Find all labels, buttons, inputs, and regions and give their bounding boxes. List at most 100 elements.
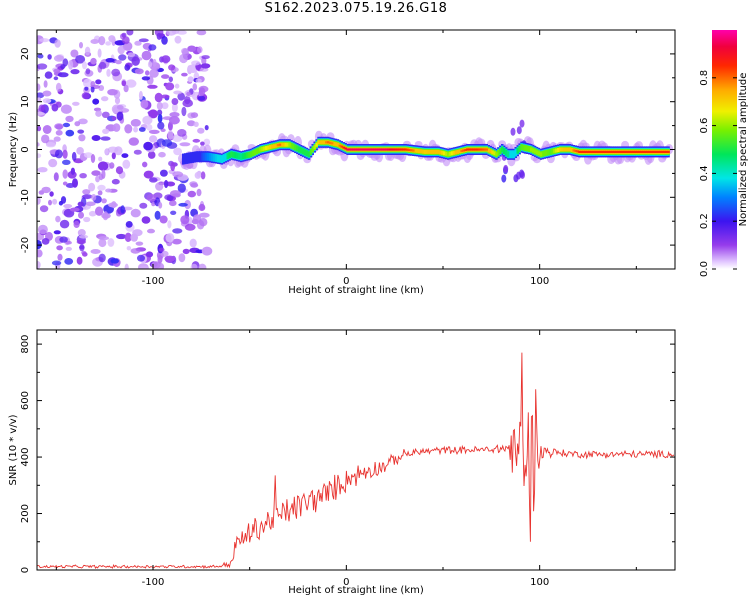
ridge-cell — [197, 151, 200, 163]
noise-blob — [65, 115, 74, 123]
noise-blob — [177, 92, 185, 101]
noise-blob — [138, 38, 149, 43]
noise-blob — [198, 212, 210, 218]
ridge-cell — [201, 152, 204, 161]
heatmap-y-axis-title: Frequency (Hz) — [8, 112, 19, 188]
ridge-cell — [553, 148, 556, 153]
ridge-cell — [530, 147, 533, 152]
noise-blob — [110, 258, 119, 264]
ridge-cell — [464, 148, 467, 152]
ridge-cell — [501, 146, 504, 153]
noise-blob — [55, 215, 61, 223]
noise-blob — [171, 30, 180, 35]
ridge-cell — [601, 150, 604, 153]
noise-blob — [161, 74, 170, 79]
ridge-cell — [282, 142, 285, 147]
noise-blob — [151, 201, 156, 207]
noise-blob — [139, 202, 148, 209]
ridge-cell — [659, 150, 662, 153]
ridge-cell — [340, 145, 343, 148]
ridge-cell — [388, 148, 392, 151]
noise-blob — [37, 63, 48, 70]
noise-blob — [192, 83, 198, 91]
ridge-cell — [263, 146, 266, 151]
ridge-cell — [429, 149, 432, 154]
noise-blob — [59, 219, 70, 229]
ridge-cell — [589, 150, 593, 153]
ridge-cell — [278, 143, 282, 146]
ridge-cell — [620, 150, 624, 153]
noise-blob — [147, 61, 153, 68]
y-tick-label: 20 — [20, 48, 31, 61]
ridge-cell — [234, 152, 237, 159]
noise-blob — [107, 238, 115, 247]
noise-blob — [168, 116, 180, 125]
ridge-cell — [580, 150, 583, 153]
noise-blob — [51, 260, 62, 266]
noise-blob — [121, 80, 127, 87]
ridge-cell — [454, 150, 458, 155]
ridge-cell — [448, 151, 452, 156]
y-tick-label: 600 — [20, 391, 31, 410]
noise-blob — [37, 249, 43, 258]
ridge-cell — [303, 149, 307, 156]
noise-blob — [147, 228, 155, 234]
y-tick-label: 0 — [20, 146, 31, 152]
ridge-cell — [410, 149, 413, 152]
noise-blob — [200, 171, 206, 180]
noise-blob — [112, 123, 121, 132]
ridge-cell — [354, 148, 357, 151]
ridge-cell — [348, 148, 351, 151]
noise-blob — [77, 229, 86, 237]
ridge-cell — [599, 150, 603, 153]
ridge-cell — [272, 144, 276, 149]
noise-blob — [201, 246, 213, 256]
ridge-cell — [294, 144, 297, 151]
ridge-cell — [240, 153, 243, 160]
noise-blob — [81, 92, 90, 100]
noise-blob — [200, 141, 205, 146]
ridge-cell — [398, 148, 401, 151]
noise-blob — [37, 125, 42, 132]
ridge-cell — [357, 148, 361, 151]
noise-blob — [146, 194, 157, 202]
noise-blob — [157, 121, 165, 130]
noise-blob — [124, 232, 132, 242]
ridge-cell — [603, 150, 606, 153]
noise-blob — [158, 202, 163, 209]
ridge-cell — [346, 148, 349, 151]
ridge-cell — [406, 148, 409, 151]
ridge-cell — [518, 145, 521, 152]
noise-blob — [133, 149, 142, 155]
ridge-cell — [551, 148, 554, 155]
noise-blob — [91, 194, 97, 201]
ridge-cell — [657, 150, 661, 153]
ridge-band — [178, 119, 674, 183]
noise-blob — [141, 76, 151, 81]
ridge-cell — [301, 148, 305, 155]
ridge-cell — [533, 149, 537, 154]
ridge-cell — [228, 152, 231, 159]
noise-blob — [157, 109, 163, 116]
ridge-cell — [243, 152, 247, 159]
ridge-spike — [519, 169, 525, 178]
noise-blob — [182, 99, 193, 108]
noise-blob — [42, 125, 52, 134]
noise-blob — [71, 151, 77, 161]
ridge-cell — [605, 150, 608, 153]
noise-blob — [198, 203, 206, 212]
ridge-cell — [588, 150, 591, 153]
noise-blob — [174, 83, 180, 89]
noise-blob — [187, 190, 196, 198]
noise-blob — [92, 98, 100, 105]
ridge-cell — [557, 148, 560, 152]
ridge-cell — [274, 143, 278, 148]
noise-blob — [186, 120, 196, 127]
noise-blob — [41, 238, 50, 245]
noise-blob — [108, 35, 116, 43]
noise-blob — [125, 221, 133, 228]
ridge-cell — [392, 148, 396, 151]
noise-blob — [62, 159, 71, 165]
noise-blob — [131, 56, 140, 66]
noise-blob — [173, 90, 183, 95]
